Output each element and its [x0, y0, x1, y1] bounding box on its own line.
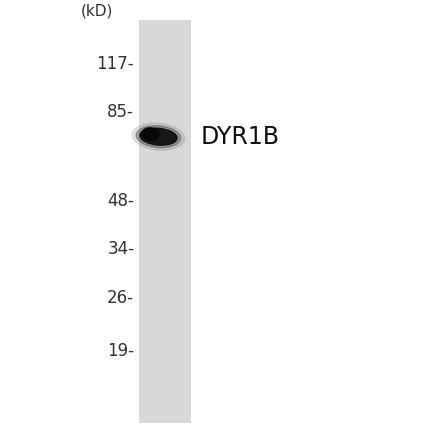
Text: 19-: 19- — [107, 342, 134, 359]
Ellipse shape — [142, 128, 159, 140]
Text: DYR1B: DYR1B — [200, 125, 279, 149]
Text: 26-: 26- — [107, 289, 134, 306]
Text: 34-: 34- — [107, 240, 134, 258]
Ellipse shape — [132, 123, 184, 150]
Ellipse shape — [140, 128, 177, 145]
Text: 85-: 85- — [107, 104, 134, 121]
Text: 117-: 117- — [96, 55, 134, 73]
Text: 48-: 48- — [107, 192, 134, 209]
Ellipse shape — [136, 126, 181, 148]
Text: (kD): (kD) — [81, 4, 113, 19]
Bar — [139, 20, 191, 423]
